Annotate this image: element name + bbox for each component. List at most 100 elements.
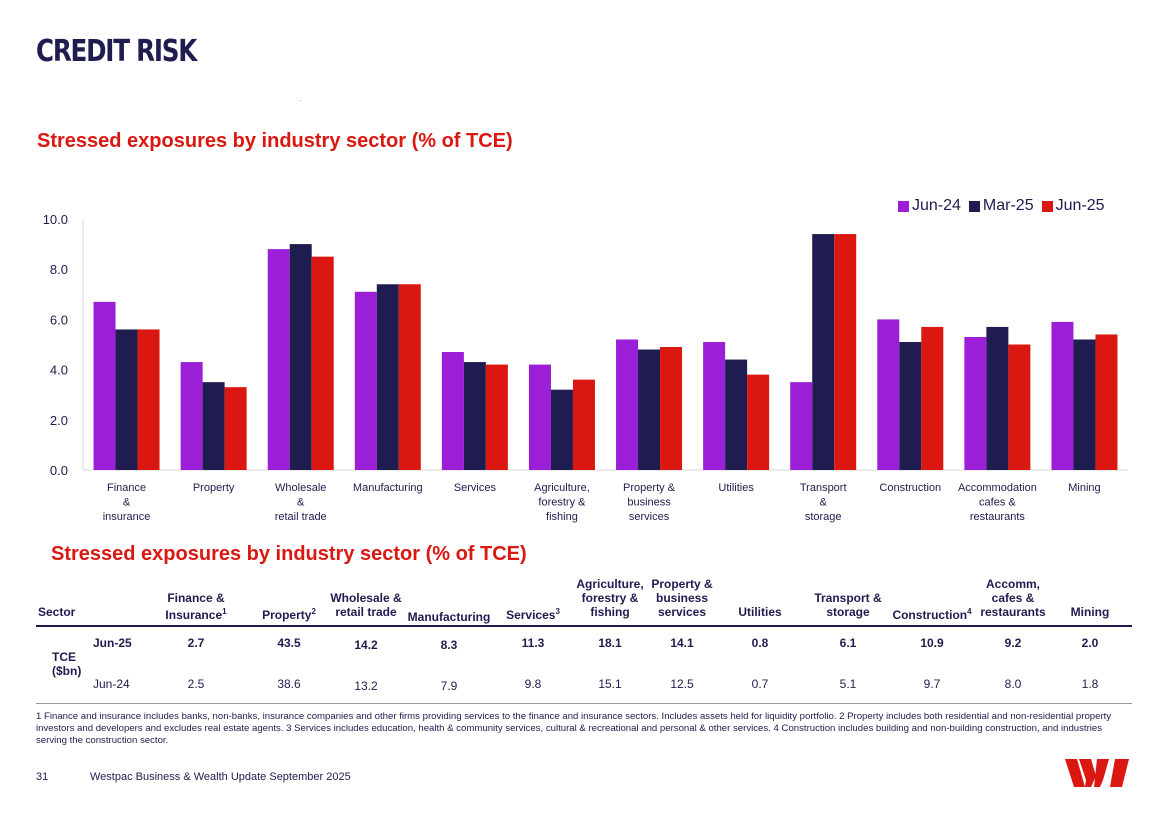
y-tick-label: 6.0 xyxy=(50,312,68,327)
x-tick-label: & xyxy=(297,497,305,509)
table-cell: 0.8 xyxy=(751,636,769,650)
table-header-cell: Manufacturing xyxy=(399,610,499,624)
header-line: Agriculture, xyxy=(576,577,644,591)
bar-jun-25 xyxy=(572,379,595,470)
legend-item-mar25: Mar-25 xyxy=(968,197,1034,215)
bar-jun-24 xyxy=(790,382,813,470)
table-cell: 6.1 xyxy=(839,636,857,650)
footnote-ref: 2 xyxy=(311,607,316,616)
chart-legend: Jun-24 Mar-25 Jun-25 xyxy=(898,197,1105,215)
header-line: Property2 xyxy=(262,607,316,622)
table-header-cell: Finance & Insurance1 xyxy=(146,591,246,622)
row-group-line: TCE xyxy=(52,650,76,664)
table-cell: 14.1 xyxy=(670,636,694,650)
footnote-ref: 4 xyxy=(967,607,972,616)
chart-heading: Stressed exposures by industry sector (%… xyxy=(37,130,513,152)
bar-jun-25 xyxy=(311,256,334,470)
table-cell: 10.9 xyxy=(920,636,944,650)
x-tick-label: Mining xyxy=(1068,482,1100,494)
table-cell: 18.1 xyxy=(598,636,622,650)
table-cell: 2.7 xyxy=(187,636,205,650)
bar-jun-24 xyxy=(1051,321,1074,470)
bar-mar-25 xyxy=(725,359,748,470)
x-tick-label: & xyxy=(820,497,828,509)
table-header-cell: Property2 xyxy=(239,605,339,622)
header-line: Sector xyxy=(38,605,76,619)
footnote: 1 Finance and insurance includes banks, … xyxy=(36,711,1112,746)
table-header-cell: Property & business services xyxy=(632,577,732,619)
bar-jun-24 xyxy=(441,352,464,470)
footnote-ref: 1 xyxy=(222,607,227,616)
x-tick-label: forestry & xyxy=(538,497,586,509)
bar-jun-24 xyxy=(354,291,377,470)
table-header-cell: Construction4 xyxy=(882,605,982,622)
table-header-cell: Wholesale & retail trade xyxy=(316,591,416,619)
table-header-cell: Utilities xyxy=(710,605,810,619)
table-cell: 9.8 xyxy=(524,677,542,691)
bar-jun-25 xyxy=(1008,344,1031,470)
table-cell: 11.3 xyxy=(521,636,545,650)
header-line: Mining xyxy=(1070,605,1110,619)
legend-swatch-mar25 xyxy=(968,200,980,212)
table-header-cell: Mining xyxy=(1040,605,1140,619)
x-tick-label: storage xyxy=(805,511,842,523)
footer-text: Westpac Business & Wealth Update Septemb… xyxy=(90,771,351,783)
table-header-cell: Sector xyxy=(38,605,138,619)
bar-mar-25 xyxy=(550,389,573,470)
table-cell: 8.0 xyxy=(1004,677,1022,691)
bar-jun-25 xyxy=(834,234,857,470)
table-cell: 13.2 xyxy=(354,679,378,693)
footnote-ref: 3 xyxy=(555,607,560,616)
header-line: Property & xyxy=(651,577,713,591)
x-tick-label: Construction xyxy=(879,482,941,494)
x-tick-label: Property & xyxy=(623,482,676,494)
bar-mar-25 xyxy=(115,329,138,470)
bar-jun-25 xyxy=(921,326,944,470)
table-header-cell: Agriculture, forestry & fishing xyxy=(560,577,660,619)
header-line: storage xyxy=(826,605,870,619)
table-cell: 0.7 xyxy=(751,677,769,691)
table-cell: 38.6 xyxy=(277,677,301,691)
header-line: cafes & xyxy=(991,591,1035,605)
x-tick-label: fishing xyxy=(546,511,578,523)
header-line: Accomm, xyxy=(985,577,1041,591)
header-line: business xyxy=(655,591,709,605)
bar-jun-24 xyxy=(964,336,987,470)
header-line: forestry & xyxy=(581,591,639,605)
row-group-line: ($bn) xyxy=(52,664,82,678)
page-title: CREDIT RISK xyxy=(36,34,197,69)
legend-label-jun24: Jun-24 xyxy=(912,197,961,214)
header-line: restaurants xyxy=(980,605,1046,619)
table-header-rule xyxy=(36,625,1132,627)
x-tick-label: Accommodation xyxy=(958,482,1037,494)
table-cell: 9.7 xyxy=(923,677,941,691)
y-tick-label: 2.0 xyxy=(50,413,68,428)
y-tick-label: 0.0 xyxy=(50,463,68,478)
x-tick-label: Manufacturing xyxy=(353,482,423,494)
table-header-cell: Transport & storage xyxy=(798,591,898,619)
bar-jun-24 xyxy=(267,249,290,470)
x-tick-label: Agriculture, xyxy=(534,482,590,494)
row-group-label: TCE ($bn) xyxy=(52,650,92,678)
row-label: Jun-25 xyxy=(93,636,132,650)
bar-mar-25 xyxy=(986,326,1009,470)
bar-jun-25 xyxy=(747,374,770,470)
table-heading: Stressed exposures by industry sector (%… xyxy=(51,543,527,565)
bar-jun-24 xyxy=(616,339,639,470)
header-line: Insurance1 xyxy=(165,607,227,622)
header-line: Construction4 xyxy=(892,607,972,622)
header-line: Services3 xyxy=(506,607,560,622)
x-tick-label: cafes & xyxy=(979,497,1016,509)
bar-mar-25 xyxy=(376,284,399,470)
table-cell: 2.0 xyxy=(1081,636,1099,650)
decorative-dot xyxy=(300,100,301,101)
bar-mar-25 xyxy=(812,234,835,470)
legend-label-jun25: Jun-25 xyxy=(1055,197,1105,214)
y-tick-label: 10.0 xyxy=(43,212,68,227)
bar-mar-25 xyxy=(289,244,312,470)
bar-mar-25 xyxy=(1073,339,1096,470)
row-label: Jun-24 xyxy=(93,677,130,691)
bar-jun-25 xyxy=(224,387,247,470)
header-line: Utilities xyxy=(738,605,782,619)
header-line: Finance & xyxy=(167,591,225,605)
